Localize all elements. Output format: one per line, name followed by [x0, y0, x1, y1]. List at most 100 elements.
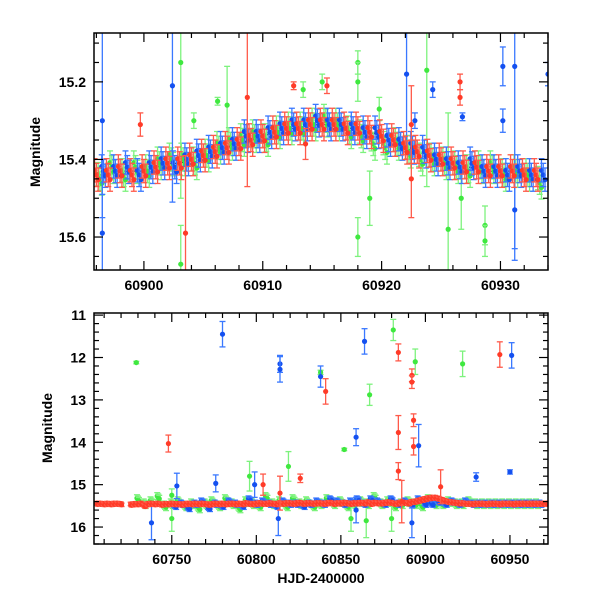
blue-data-point — [169, 83, 176, 89]
red-data-point — [309, 126, 315, 132]
green-data-point — [169, 515, 175, 522]
green-data-point — [169, 492, 175, 498]
bottom-y-axis-label: Magnitude — [39, 393, 55, 463]
red-data-point — [399, 499, 405, 505]
green-data-point — [458, 195, 464, 201]
blue-data-point — [317, 373, 324, 380]
blue-data-point — [430, 87, 436, 93]
axes-frame — [93, 312, 549, 545]
blue-data-point — [99, 118, 105, 124]
red-data-point — [511, 173, 517, 179]
red-data-point — [457, 94, 463, 100]
red-data-point — [380, 138, 386, 144]
red-data-point — [408, 121, 414, 128]
red-data-point — [131, 177, 137, 183]
red-data-point — [250, 142, 256, 148]
blue-data-point — [473, 474, 479, 480]
blue-data-point — [219, 331, 226, 337]
blue-data-point — [174, 483, 180, 489]
y-tick-label: 13 — [70, 392, 86, 408]
green-data-point — [246, 473, 253, 479]
axes-frame — [93, 32, 549, 271]
green-data-point — [372, 145, 378, 152]
blue-data-point — [148, 520, 155, 526]
blue-data-point — [542, 177, 548, 183]
red-data-point — [165, 440, 171, 447]
red-data-point — [395, 349, 401, 356]
red-data-point — [119, 173, 125, 179]
blue-data-point — [275, 515, 281, 522]
green-data-point — [178, 261, 184, 267]
red-data-point — [285, 130, 291, 136]
blue-data-point — [187, 506, 193, 512]
red-data-point — [523, 177, 529, 183]
blue-data-point — [353, 507, 359, 513]
x-tick-label: 60850 — [321, 551, 360, 567]
blue-data-point — [277, 366, 283, 372]
blue-data-point — [509, 352, 515, 358]
blue-data-point — [99, 230, 105, 236]
red-data-point — [273, 134, 280, 140]
red-data-point — [297, 475, 303, 481]
blue-data-point — [213, 480, 219, 486]
green-data-point — [363, 518, 369, 524]
x-tick-label: 60930 — [481, 277, 520, 293]
green-data-point — [224, 102, 230, 108]
green-data-point — [355, 79, 361, 85]
green-data-point — [390, 327, 396, 333]
green-data-point — [445, 226, 451, 232]
blue-data-point — [500, 63, 506, 69]
red-data-point — [302, 141, 309, 147]
red-data-point — [404, 149, 410, 156]
red-data-point — [321, 126, 327, 132]
red-data-point — [260, 482, 266, 488]
red-data-point — [277, 490, 283, 496]
green-data-point — [355, 234, 361, 240]
red-data-point — [357, 130, 363, 136]
blue-data-point — [403, 71, 410, 77]
red-data-point — [497, 351, 503, 358]
red-data-point — [535, 177, 541, 183]
green-data-point — [376, 106, 382, 112]
blue-data-point — [512, 207, 518, 213]
blue-data-point — [430, 502, 436, 508]
red-data-point — [118, 502, 125, 508]
x-tick-label: 60800 — [237, 551, 276, 567]
red-data-point — [452, 165, 458, 171]
red-data-point — [182, 230, 189, 236]
green-data-point — [348, 515, 354, 522]
green-data-point — [178, 59, 184, 66]
red-data-point — [178, 165, 184, 171]
red-data-point — [395, 468, 401, 474]
green-data-point — [341, 446, 347, 453]
blue-data-point — [423, 502, 430, 508]
red-data-point — [409, 379, 415, 385]
x-tick-label: 60910 — [243, 277, 282, 293]
red-data-point — [457, 79, 463, 85]
green-data-point — [285, 463, 292, 470]
green-data-point — [388, 515, 395, 522]
red-data-point — [333, 126, 339, 132]
top-y-axis-label: Magnitude — [27, 117, 43, 187]
bottom-x-axis-label: HJD-2400000 — [277, 570, 364, 586]
red-data-point — [408, 176, 414, 182]
green-data-point — [460, 361, 466, 367]
y-tick-label: 15.2 — [59, 74, 86, 90]
green-data-point — [482, 238, 488, 244]
x-tick-label: 60920 — [362, 277, 401, 293]
blue-data-point — [252, 482, 258, 488]
green-data-point — [367, 392, 373, 398]
y-tick-label: 11 — [71, 307, 86, 323]
y-tick-label: 16 — [70, 519, 86, 535]
green-data-point — [191, 118, 197, 124]
red-data-point — [214, 153, 220, 159]
red-data-point — [291, 83, 297, 89]
red-data-point — [297, 130, 303, 136]
blue-data-point — [512, 63, 518, 69]
blue-data-point — [416, 443, 422, 449]
x-tick-label: 60900 — [406, 551, 445, 567]
red-data-point — [137, 121, 143, 128]
red-data-point — [107, 177, 113, 183]
red-data-point — [368, 134, 375, 140]
